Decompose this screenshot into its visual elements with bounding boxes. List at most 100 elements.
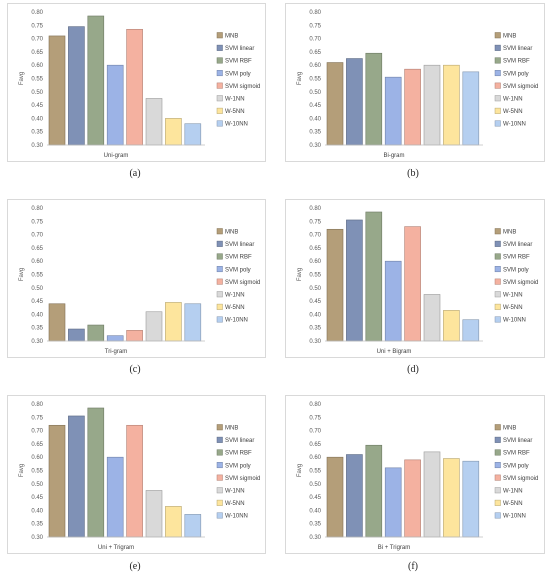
y-axis-label: Favg: [19, 464, 25, 477]
legend-label: W-10NN: [503, 318, 526, 324]
y-tick-label: 0.75: [31, 23, 43, 29]
legend-label: SVM poly: [503, 463, 529, 469]
bar-svm-poly: [384, 467, 402, 538]
y-tick-label: 0.65: [309, 246, 321, 252]
y-tick-label: 0.60: [31, 455, 43, 461]
legend-label: W-10NN: [225, 318, 248, 324]
legend-label: SVM RBF: [503, 255, 530, 261]
legend-swatch: [494, 228, 501, 235]
y-tick-label: 0.45: [309, 495, 321, 501]
y-tick-label: 0.55: [31, 469, 43, 475]
legend-swatch: [494, 82, 501, 89]
legend-label: W-1NN: [503, 489, 523, 495]
y-tick-label: 0.45: [31, 103, 43, 109]
legend-swatch: [494, 266, 501, 273]
legend-label: W-5NN: [503, 501, 523, 507]
legend-swatch: [494, 512, 501, 519]
y-tick-label: 0.50: [31, 90, 43, 96]
bar-w-1nn: [145, 98, 163, 146]
y-tick-label: 0.70: [31, 233, 43, 239]
y-tick-label: 0.65: [31, 442, 43, 448]
legend-label: MNB: [503, 230, 516, 236]
bar-svm-poly: [384, 76, 402, 146]
y-tick-label: 0.70: [31, 429, 43, 435]
legend-label: MNB: [225, 230, 238, 236]
bar-mnb: [326, 456, 344, 538]
y-tick-label: 0.50: [31, 286, 43, 292]
bar-svm-poly: [106, 456, 124, 538]
bar-mnb: [48, 303, 66, 342]
legend-label: SVM linear: [503, 46, 532, 52]
legend-swatch: [216, 449, 223, 456]
y-tick-label: 0.80: [309, 402, 321, 408]
legend-swatch: [494, 70, 501, 77]
legend-swatch: [494, 107, 501, 114]
bar-svm-rbf: [87, 324, 105, 342]
y-tick-label: 0.80: [309, 206, 321, 212]
bar-svm-linear: [68, 415, 85, 538]
y-tick-label: 0.55: [31, 77, 43, 83]
legend-swatch: [216, 120, 223, 127]
y-tick-label: 0.60: [309, 259, 321, 265]
bar-w-5nn: [443, 458, 460, 538]
legend-label: SVM poly: [225, 463, 251, 469]
y-tick-label: 0.40: [31, 116, 43, 122]
bar-w-1nn: [423, 451, 441, 538]
y-tick-label: 0.65: [31, 246, 43, 252]
y-tick-label: 0.45: [309, 103, 321, 109]
bar-svm-rbf: [365, 211, 383, 342]
y-tick-label: 0.30: [309, 339, 321, 345]
legend-swatch: [216, 487, 223, 494]
y-tick-label: 0.70: [309, 233, 321, 239]
bar-w-10nn: [184, 123, 202, 146]
bar-w-5nn: [165, 302, 182, 342]
legend-label: W-10NN: [503, 514, 526, 520]
y-tick-label: 0.60: [31, 259, 43, 265]
y-tick-label: 0.35: [309, 522, 321, 528]
y-tick-label: 0.70: [309, 37, 321, 43]
y-tick-label: 0.50: [31, 482, 43, 488]
legend-label: SVM sigmoid: [503, 476, 538, 482]
legend-swatch: [494, 120, 501, 127]
bar-svm-linear: [68, 26, 85, 146]
legend-swatch: [494, 474, 501, 481]
y-tick-label: 0.30: [31, 143, 43, 149]
legend-label: SVM RBF: [225, 451, 252, 457]
y-tick-label: 0.35: [31, 326, 43, 332]
legend-label: SVM RBF: [225, 255, 252, 261]
bar-w-5nn: [165, 506, 182, 538]
legend-swatch: [494, 240, 501, 247]
y-tick-label: 0.35: [31, 522, 43, 528]
legend-swatch: [494, 32, 501, 39]
legend-label: SVM RBF: [225, 59, 252, 65]
bar-svm-sigmoid: [126, 424, 143, 538]
legend-swatch: [494, 462, 501, 469]
panel-label-b: (b): [407, 168, 419, 179]
y-tick-label: 0.50: [309, 286, 321, 292]
bar-w-1nn: [145, 311, 163, 342]
legend-swatch: [216, 278, 223, 285]
y-tick-label: 0.30: [309, 143, 321, 149]
bar-w-10nn: [184, 514, 202, 538]
y-tick-label: 0.75: [31, 415, 43, 421]
bar-w-10nn: [462, 460, 480, 538]
legend-label: W-1NN: [225, 97, 245, 103]
legend-swatch: [494, 291, 501, 298]
y-tick-label: 0.65: [31, 50, 43, 56]
legend-swatch: [216, 499, 223, 506]
panel-label-d: (d): [407, 364, 419, 375]
legend-label: MNB: [225, 426, 238, 432]
legend-swatch: [216, 228, 223, 235]
legend-swatch: [216, 436, 223, 443]
legend-label: SVM sigmoid: [503, 84, 538, 90]
y-tick-label: 0.40: [31, 312, 43, 318]
legend-swatch: [494, 57, 501, 64]
legend-label: W-5NN: [225, 305, 245, 311]
bar-svm-linear: [346, 454, 363, 538]
legend-swatch: [494, 253, 501, 260]
bar-svm-rbf: [365, 52, 383, 146]
legend-swatch: [216, 240, 223, 247]
legend-swatch: [216, 266, 223, 273]
legend-swatch: [216, 44, 223, 51]
x-category-label: Tri-gram: [105, 349, 127, 355]
